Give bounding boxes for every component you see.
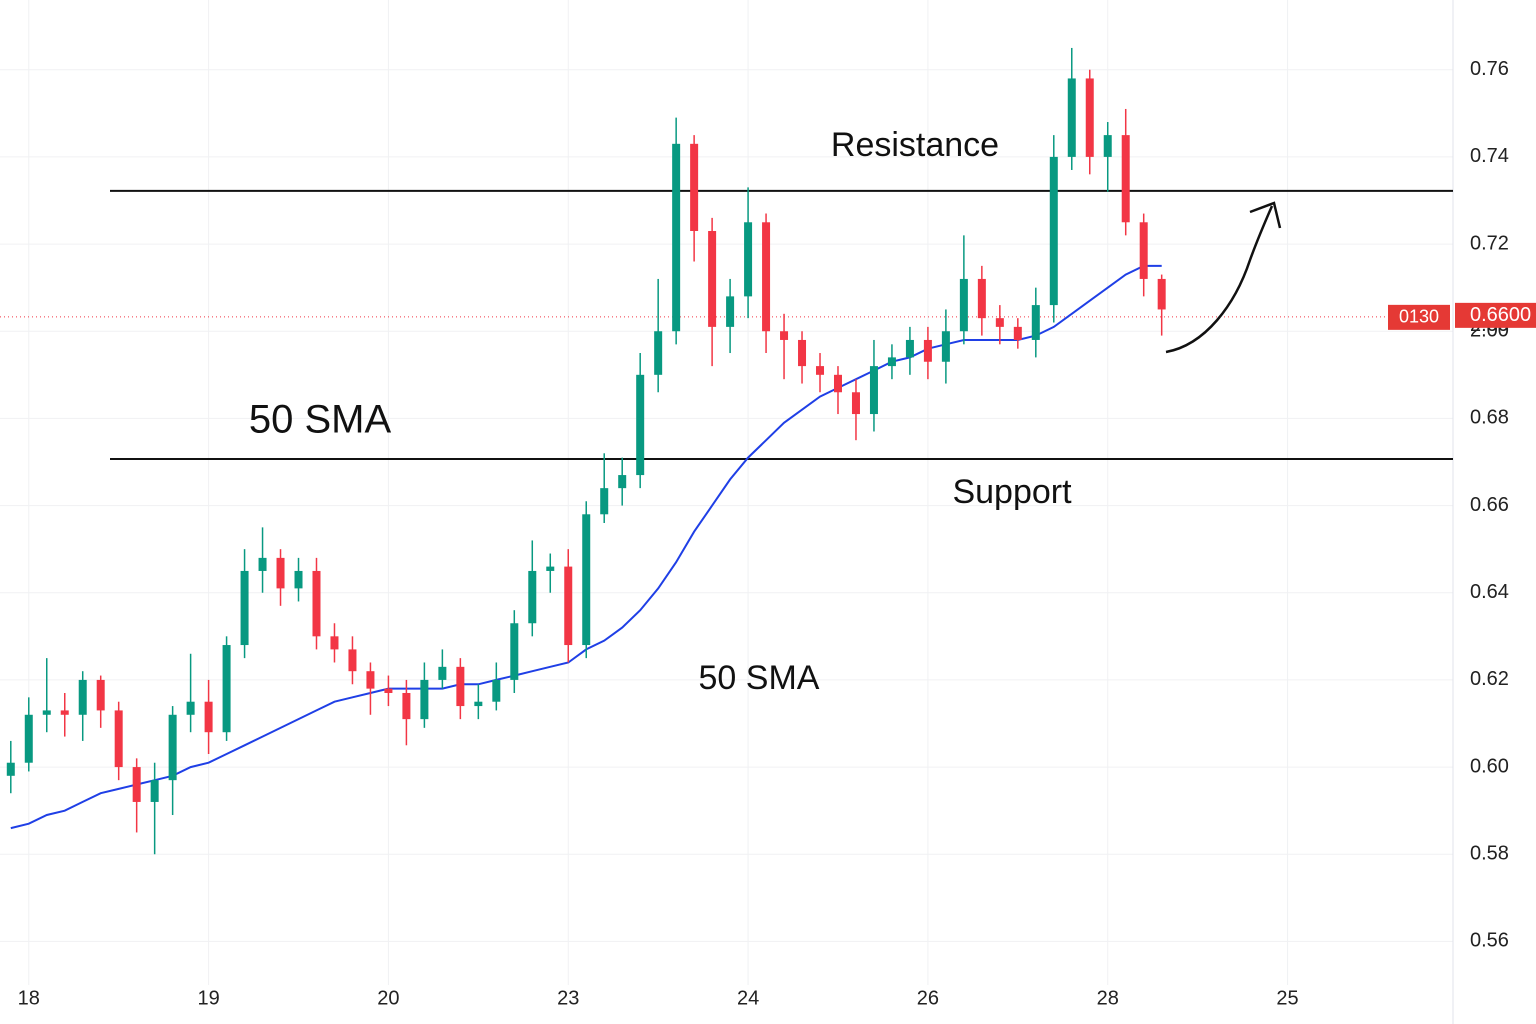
price-tag-box [1388, 304, 1450, 330]
candle-body [851, 392, 860, 415]
candle-body [78, 679, 87, 715]
candle-body [240, 570, 249, 646]
y-tick-label: 0.66 [1470, 494, 1509, 516]
candle-body [330, 636, 339, 650]
x-tick-label: 23 [557, 987, 579, 1009]
candle-body [132, 767, 141, 802]
candle-body [672, 143, 681, 332]
price-tag-box [1455, 302, 1536, 328]
candle-body [276, 557, 285, 589]
candle-body [168, 714, 177, 781]
candle-body [618, 475, 627, 489]
candle-body [474, 701, 483, 707]
candle-body [492, 679, 501, 702]
candle-body [582, 514, 591, 646]
candle-body [96, 679, 105, 711]
candle-body [833, 374, 842, 393]
x-tick-label: 25 [1276, 987, 1298, 1009]
candle-body [744, 222, 753, 297]
y-tick-label: 0.76 [1470, 58, 1509, 80]
candle-body [923, 339, 932, 362]
candle-body [528, 570, 537, 624]
candle-body [1139, 222, 1148, 279]
candle-body [294, 570, 303, 589]
candle-body [312, 570, 321, 637]
candle-body [222, 645, 231, 733]
candle-body [887, 357, 896, 367]
annotation: 50 SMA [699, 659, 820, 697]
candle-body [977, 278, 986, 319]
candle-body [60, 710, 69, 715]
candle-body [1121, 135, 1130, 223]
candle-body [348, 649, 357, 672]
candle-body [384, 688, 393, 693]
y-tick-label: 0.72 [1470, 232, 1509, 254]
y-tick-label: 0.62 [1470, 668, 1509, 690]
y-tick-label: 0.68 [1470, 407, 1509, 429]
annotation: Support [952, 473, 1072, 511]
candle-body [546, 566, 555, 571]
candle-body [24, 714, 33, 763]
candle-body [42, 710, 51, 715]
x-tick-label: 19 [197, 987, 219, 1009]
candle-body [708, 230, 717, 327]
candle-body [438, 666, 447, 680]
candle-body [402, 692, 411, 720]
candle-body [1031, 305, 1040, 340]
candle-body [258, 557, 267, 571]
candle-body [420, 679, 429, 720]
x-tick-label: 18 [18, 987, 40, 1009]
candle-body [780, 331, 789, 340]
arrow [1165, 205, 1274, 354]
candle-body [1013, 326, 1022, 340]
y-tick-label: 0.56 [1470, 930, 1509, 952]
candle-body [6, 762, 15, 776]
candle-body [654, 331, 663, 375]
candle-body [510, 623, 519, 680]
price-tag: 0130 [1399, 307, 1439, 327]
candle-body [1067, 78, 1076, 157]
price-tag: 0.6600 [1470, 304, 1531, 326]
x-tick-label: 20 [377, 987, 399, 1009]
annotation: Resistance [831, 126, 999, 164]
x-tick-label: 28 [1097, 987, 1119, 1009]
candle-body [150, 780, 159, 802]
y-tick-label: 0.60 [1470, 755, 1509, 777]
candle-body [726, 296, 735, 327]
annotation: 50 SMA [249, 398, 392, 442]
candle-body [114, 710, 123, 768]
candle-body [456, 666, 465, 707]
x-tick-label: 24 [737, 987, 759, 1009]
candle-body [905, 339, 914, 358]
candle-body [959, 278, 968, 332]
arrow-head [1249, 201, 1282, 229]
candle-body [1085, 78, 1094, 157]
candle-body [600, 488, 609, 515]
candle-body [186, 701, 195, 715]
y-tick-label: 0.58 [1470, 843, 1509, 865]
candle-body [1103, 135, 1112, 157]
candle-body [798, 339, 807, 367]
candle-body [204, 701, 213, 733]
candle-body [1157, 278, 1166, 310]
candle-body [995, 318, 1004, 327]
y-tick-label: 0.64 [1470, 581, 1509, 603]
candle-body [816, 366, 825, 375]
candle-body [762, 222, 771, 332]
candle-body [941, 331, 950, 362]
candle-body [1049, 156, 1058, 306]
candle-body [636, 374, 645, 476]
candle-body [366, 671, 375, 689]
candle-body [869, 366, 878, 415]
candle-body [690, 143, 699, 231]
candle-body [564, 566, 573, 646]
y-tick-label: 0.74 [1470, 145, 1509, 167]
x-tick-label: 26 [917, 987, 939, 1009]
